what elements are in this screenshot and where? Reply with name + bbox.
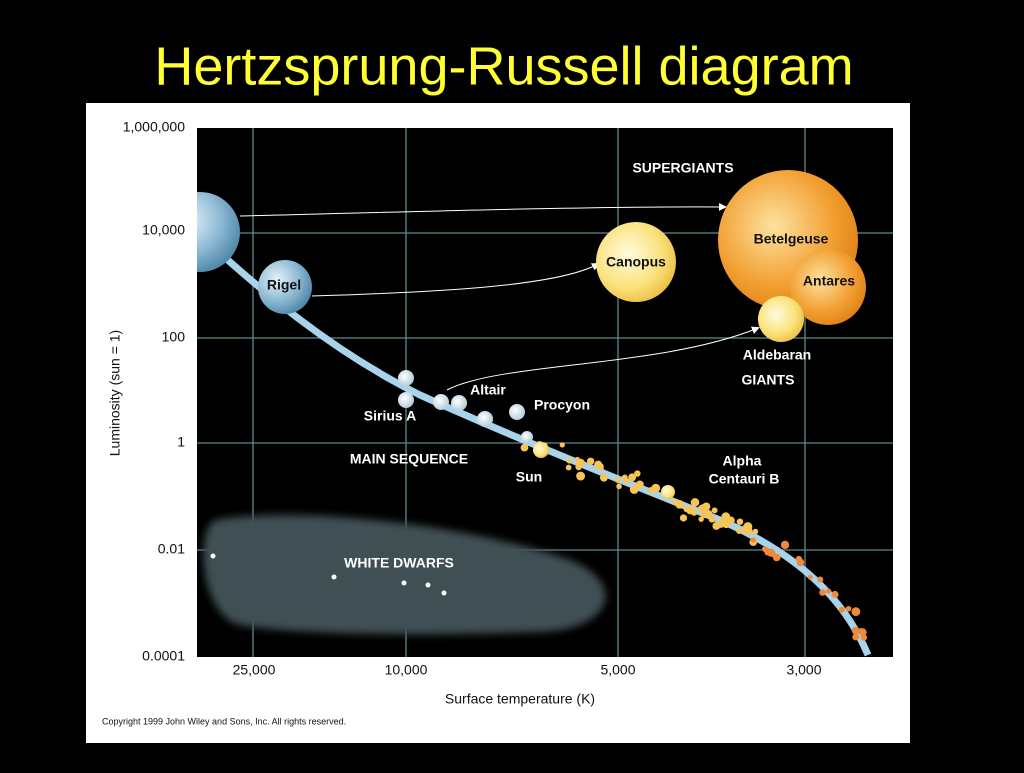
star-dot [752, 528, 759, 535]
y-axis-label: Luminosity (sun = 1) [107, 330, 123, 456]
star-dot [852, 633, 860, 641]
star-dot [670, 499, 676, 505]
star-dot [838, 606, 845, 613]
stars [398, 370, 533, 443]
star-dot [721, 512, 731, 521]
star [596, 222, 676, 302]
star-dot [736, 528, 742, 534]
star-dot [819, 589, 826, 596]
star-dot [623, 477, 630, 484]
star-dot [780, 540, 790, 550]
star-dot [708, 515, 716, 523]
star-dot [594, 460, 603, 469]
star-dot [634, 470, 641, 477]
star-dot [559, 442, 565, 448]
star-dot [576, 471, 586, 481]
star-dot [764, 549, 771, 556]
star-dot [701, 511, 709, 519]
star-dot [857, 628, 865, 635]
star-dot [576, 458, 585, 468]
star-label: Aldebaran [743, 347, 811, 363]
star-dot [616, 483, 622, 490]
plot-content [197, 170, 872, 657]
star-dot [722, 519, 729, 526]
star-label: Antares [803, 273, 855, 289]
star-dot [845, 605, 852, 612]
y-tick-label: 0.01 [158, 541, 185, 557]
x-tick-label: 3,000 [786, 662, 821, 678]
star-dot [826, 588, 832, 594]
y-ticks: 1,000,000 10,000 100 1 0.01 0.0001 [123, 119, 186, 664]
star-dot [817, 576, 824, 583]
star-dot [586, 457, 595, 465]
title: Hertzsprung-Russell diagram [154, 36, 853, 96]
star-label: Altair [470, 382, 506, 398]
copyright: Copyright 1999 John Wiley and Sons, Inc.… [102, 716, 346, 726]
star-dot [691, 509, 698, 516]
x-axis-label: Surface temperature (K) [445, 691, 595, 707]
star-dot [703, 507, 709, 513]
star-dot [750, 537, 757, 543]
star-dot [599, 473, 608, 482]
star-dot [711, 507, 718, 514]
star-dot [675, 499, 684, 509]
white-dwarfs [210, 553, 447, 596]
star-dot [566, 458, 572, 464]
arrows [239, 202, 760, 391]
y-tick-label: 10,000 [142, 222, 185, 238]
y-tick-label: 1 [177, 434, 185, 450]
star-dot [851, 607, 861, 617]
star-dot [831, 590, 839, 599]
star-dot [796, 558, 805, 567]
star-dot [736, 518, 744, 526]
star [258, 260, 312, 314]
y-tick-label: 0.0001 [142, 648, 185, 664]
star-label: Alpha [723, 453, 762, 469]
star-dot [629, 484, 639, 494]
main-sequence [197, 232, 872, 657]
x-tick-label: 5,000 [600, 662, 635, 678]
star-label: Betelgeuse [754, 231, 829, 247]
star-label: Centauri B [709, 471, 780, 487]
star-dot [520, 443, 529, 452]
star-dot [628, 473, 637, 482]
star-dot [860, 634, 868, 641]
star-label: Canopus [606, 254, 666, 270]
y-tick-label: 100 [162, 329, 186, 345]
star-label: Sirius A [364, 408, 416, 424]
star-dot [647, 486, 655, 494]
star-dot [679, 514, 688, 522]
star-dot [741, 524, 750, 534]
region-label: WHITE DWARFS [344, 555, 454, 571]
star [661, 485, 675, 499]
star-dot [690, 498, 700, 507]
star-label: Sun [516, 469, 542, 485]
region-label: GIANTS [742, 372, 795, 388]
x-tick-label: 10,000 [385, 662, 428, 678]
star [758, 296, 804, 342]
x-tick-label: 25,000 [233, 662, 276, 678]
star-label: Procyon [534, 397, 590, 413]
star-dot [712, 522, 721, 530]
region-label: SUPERGIANTS [632, 160, 733, 176]
star [533, 442, 549, 458]
star [197, 192, 240, 272]
y-tick-label: 1,000,000 [123, 119, 185, 135]
star-dot [635, 480, 644, 489]
star-dot [698, 516, 704, 522]
white-dwarf-region [203, 514, 606, 635]
star-label: Rigel [267, 277, 301, 293]
star [790, 249, 866, 325]
star-dot [851, 626, 860, 635]
star-dot [772, 553, 781, 562]
region-label: MAIN SEQUENCE [350, 451, 468, 467]
star-dot [807, 574, 813, 580]
star-dot [565, 464, 572, 471]
star-dot [614, 476, 621, 483]
